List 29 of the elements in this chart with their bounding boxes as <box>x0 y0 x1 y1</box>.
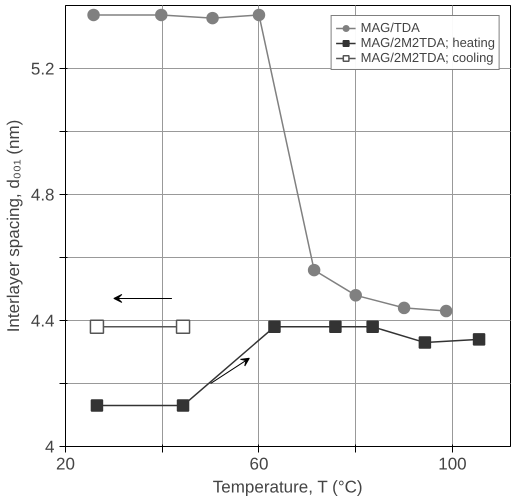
point <box>90 399 104 412</box>
point <box>418 336 432 349</box>
point <box>87 8 100 22</box>
legend-label: MAG/2M2TDA; cooling <box>360 50 494 65</box>
x-axis-title: Temperature, T (°C) <box>212 478 363 496</box>
point <box>349 289 362 302</box>
y-tick-label: 4.4 <box>30 312 55 330</box>
point <box>252 8 266 22</box>
point <box>329 320 342 334</box>
x-tick-label: 60 <box>250 454 268 474</box>
point <box>366 320 379 334</box>
legend-label: MAG/2M2TDA; heating <box>360 35 495 50</box>
point <box>155 8 168 22</box>
point <box>268 320 281 334</box>
point <box>176 399 190 412</box>
point <box>472 333 486 346</box>
point <box>90 320 104 334</box>
point <box>440 304 452 318</box>
point <box>398 302 410 314</box>
y-axis-title: Interlayer spacing, d₀₀₁ (nm) <box>4 120 23 332</box>
y-tick-label: 4.8 <box>30 186 55 204</box>
point <box>206 12 219 24</box>
y-tick-label: 5.2 <box>30 60 55 78</box>
legend-label: MAG/TDA <box>360 20 420 35</box>
point <box>176 320 190 334</box>
x-tick-label: 100 <box>438 454 467 474</box>
y-tick-label: 4 <box>45 438 55 456</box>
point <box>308 264 320 276</box>
x-tick-label: 20 <box>56 454 75 474</box>
